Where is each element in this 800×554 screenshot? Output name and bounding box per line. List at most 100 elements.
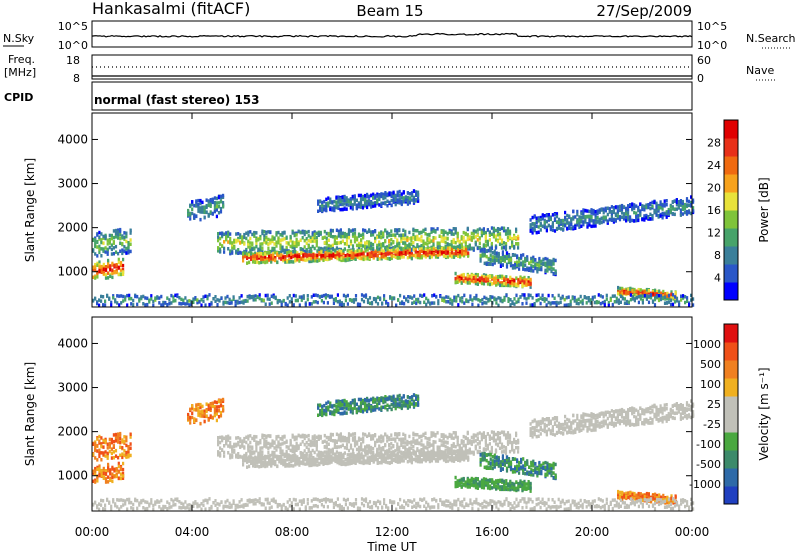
range-cell (444, 245, 447, 250)
range-cell (338, 254, 341, 258)
range-cell (298, 295, 301, 299)
range-cell (209, 402, 212, 406)
range-cell (123, 249, 126, 253)
range-cell (202, 299, 205, 303)
range-cell (333, 241, 336, 245)
range-cell (655, 213, 658, 217)
range-cell (390, 254, 393, 258)
range-cell (108, 449, 111, 454)
range-cell (318, 295, 321, 299)
range-cell (221, 233, 224, 237)
range-cell (273, 236, 276, 241)
range-cell (293, 448, 296, 453)
range-cell (122, 461, 125, 466)
range-cell (382, 192, 385, 197)
range-cell (259, 245, 262, 249)
range-cell (608, 206, 611, 211)
range-cell (454, 240, 457, 245)
range-cell (208, 302, 211, 307)
range-cell (374, 236, 377, 241)
range-cell (267, 441, 270, 446)
range-cell (465, 252, 468, 256)
range-cell (681, 202, 684, 207)
range-cell (98, 265, 101, 269)
range-cell (643, 293, 646, 298)
range-cell (117, 228, 120, 232)
range-cell (486, 239, 489, 244)
range-cell (260, 257, 263, 262)
range-cell (119, 268, 123, 272)
range-cell (382, 231, 385, 235)
range-cell (98, 230, 101, 235)
range-cell (489, 262, 492, 266)
range-cell (446, 250, 450, 254)
range-cell (612, 218, 615, 222)
range-cell (490, 232, 493, 236)
range-cell (426, 446, 429, 450)
range-cell (651, 204, 654, 208)
range-cell (127, 245, 130, 250)
range-cell (222, 408, 225, 412)
range-cell (194, 296, 197, 300)
range-cell (461, 249, 464, 253)
range-cell (661, 296, 665, 301)
range-cell (319, 246, 322, 251)
range-cell (430, 431, 433, 435)
range-cell (529, 218, 532, 222)
range-cell (440, 443, 443, 447)
range-cell (671, 207, 674, 211)
range-cell (552, 257, 555, 262)
range-cell (645, 203, 648, 207)
range-cell (100, 266, 103, 271)
range-cell (678, 300, 681, 304)
range-cell (497, 303, 500, 308)
range-cell (602, 215, 605, 219)
range-cell (478, 276, 481, 281)
range-cell (490, 241, 493, 246)
range-cell (353, 440, 357, 445)
range-cell (491, 282, 494, 286)
range-cell (616, 214, 619, 218)
range-cell (218, 299, 221, 303)
range-cell (515, 293, 518, 298)
range-cell (260, 255, 263, 260)
range-cell (424, 247, 427, 252)
range-cell (467, 251, 470, 255)
range-cell (513, 297, 516, 301)
range-cell (432, 448, 435, 452)
range-cell (205, 414, 208, 418)
range-cell (294, 257, 297, 261)
range-cell (267, 246, 270, 251)
range-cell (119, 249, 122, 253)
range-cell (584, 208, 587, 213)
range-cell (406, 235, 409, 240)
range-cell (241, 239, 244, 244)
range-cell (456, 438, 459, 443)
range-cell (252, 260, 255, 264)
colorbar-swatch (724, 192, 738, 211)
range-cell (94, 466, 97, 471)
range-cell (491, 258, 494, 263)
range-cell (489, 274, 492, 279)
range-cell (483, 295, 486, 300)
range-cell (282, 298, 285, 303)
range-cell (396, 251, 399, 255)
range-cell (408, 246, 411, 250)
range-cell (467, 245, 470, 249)
range-cell (319, 199, 322, 204)
range-cell (366, 298, 370, 302)
range-cell (527, 280, 530, 284)
range-cell (577, 301, 580, 306)
range-cell (400, 254, 403, 259)
range-cell (327, 233, 330, 238)
range-cell (585, 296, 588, 300)
range-cell (117, 470, 120, 474)
range-cell (280, 253, 283, 258)
range-cell (110, 456, 113, 460)
range-cell (291, 243, 294, 247)
range-cell (617, 298, 620, 302)
range-cell (500, 246, 504, 250)
range-cell (396, 243, 399, 247)
range-cell (146, 296, 149, 301)
